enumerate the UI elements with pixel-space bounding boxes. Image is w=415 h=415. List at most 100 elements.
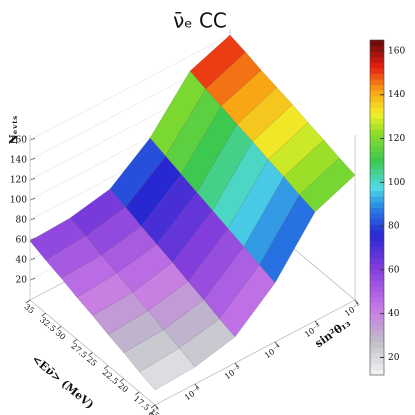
colorbar-step xyxy=(370,84,384,91)
colorbar-step xyxy=(370,51,384,58)
colorbar-step xyxy=(370,45,384,52)
colorbar-step xyxy=(370,90,384,97)
colorbar-frame xyxy=(369,39,385,376)
x-tick xyxy=(135,391,140,396)
surface-cell xyxy=(267,122,325,178)
colorbar-step xyxy=(370,257,384,264)
colorbar-tick-label: 20 xyxy=(388,353,400,363)
x-tick-label: 25 xyxy=(85,355,99,368)
y-tick-label: 10⁻⁷ xyxy=(143,406,163,415)
colorbar-step xyxy=(370,324,384,331)
x-tick-label: 22.5 xyxy=(101,368,120,386)
colorbar-step xyxy=(370,319,384,326)
colorbar-tick-label: 40 xyxy=(388,309,400,319)
colorbar-step xyxy=(370,134,384,141)
y-tick xyxy=(154,404,159,410)
z-tick-label: 60 xyxy=(16,236,28,246)
surface-cell xyxy=(299,157,356,213)
colorbar-step xyxy=(370,129,384,136)
surface-cell xyxy=(252,104,309,160)
y-tick xyxy=(274,341,279,347)
colorbar-step xyxy=(370,179,384,186)
colorbar-step xyxy=(370,79,384,86)
colorbar-step xyxy=(370,185,384,192)
x-tick xyxy=(56,325,62,330)
colorbar-step xyxy=(370,201,384,208)
x-tick xyxy=(150,404,156,409)
x-tick-label: 30 xyxy=(54,328,68,341)
colorbar-step xyxy=(370,196,384,203)
colorbar-step xyxy=(370,268,384,275)
colorbar-tick-label: 60 xyxy=(388,265,400,275)
y-tick xyxy=(234,362,239,368)
colorbar-step xyxy=(370,168,384,175)
x-tick xyxy=(119,378,125,383)
x-tick-label: 27.5 xyxy=(69,342,88,360)
colorbar-step xyxy=(370,190,384,197)
colorbar-step xyxy=(370,67,384,74)
colorbar-step xyxy=(370,218,384,225)
colorbar-step xyxy=(370,246,384,253)
colorbar-step xyxy=(370,157,384,164)
colorbar-step xyxy=(370,107,384,114)
surface-cell xyxy=(283,139,340,196)
x-tick xyxy=(25,299,31,304)
colorbar-tick-label: 120 xyxy=(388,134,405,144)
z-tick-label: 120 xyxy=(10,176,27,186)
x-tick-label: 15 xyxy=(147,407,161,415)
colorbar-step xyxy=(370,62,384,69)
colorbar-step xyxy=(370,335,384,342)
surface-cell xyxy=(60,254,118,298)
colorbar-step xyxy=(370,95,384,102)
surface-cell xyxy=(187,228,245,301)
x-tick-label: 35 xyxy=(22,302,36,315)
colorbar-step xyxy=(370,207,384,214)
surface-cell xyxy=(219,264,276,338)
y-tick-label: 10⁻⁴ xyxy=(263,343,283,360)
colorbar-step xyxy=(370,274,384,281)
colorbar-step xyxy=(370,213,384,220)
surface-cell xyxy=(259,194,316,284)
z-tick-label: 80 xyxy=(16,216,28,226)
y-tick xyxy=(354,299,359,305)
colorbar-step xyxy=(370,341,384,348)
colorbar-step xyxy=(370,280,384,287)
z-tick-label: 140 xyxy=(10,156,27,166)
z-axis-label: Nₑᵥₜₛ xyxy=(7,116,20,145)
grid-line xyxy=(29,34,231,141)
colorbar-step xyxy=(370,313,384,320)
surface-cell xyxy=(76,273,133,316)
x-tick-label: 32.5 xyxy=(38,315,57,333)
colorbar-step xyxy=(370,347,384,354)
colorbar-step xyxy=(370,296,384,303)
x-tick-label: 20 xyxy=(116,381,130,394)
colorbar-tick-label: 100 xyxy=(388,178,405,188)
box-edge xyxy=(154,299,356,406)
colorbar-step xyxy=(370,123,384,130)
z-tick-label: 40 xyxy=(16,256,28,266)
y-tick-label: 10⁻² xyxy=(343,301,363,318)
z-tick-label: 100 xyxy=(10,196,27,206)
colorbar-step xyxy=(370,73,384,80)
surface-cell xyxy=(29,217,86,261)
colorbar-step xyxy=(370,358,384,365)
y-tick xyxy=(194,383,199,389)
colorbar-step xyxy=(370,40,384,47)
z-tick-label: 160 xyxy=(10,136,27,146)
colorbar-step xyxy=(370,151,384,158)
colorbar-step xyxy=(370,140,384,147)
colorbar-tick-label: 160 xyxy=(388,46,405,56)
colorbar-tick-label: 80 xyxy=(388,222,400,232)
x-tick xyxy=(41,312,46,317)
colorbar-step xyxy=(370,263,384,270)
colorbar-step xyxy=(370,101,384,108)
surface-cell xyxy=(107,310,165,354)
colorbar-step xyxy=(370,252,384,259)
colorbar-step xyxy=(370,235,384,242)
colorbar-step xyxy=(370,174,384,181)
colorbar-step xyxy=(370,56,384,63)
surface-cell xyxy=(163,299,220,349)
colorbar-step xyxy=(370,308,384,315)
colorbar-step xyxy=(370,363,384,370)
